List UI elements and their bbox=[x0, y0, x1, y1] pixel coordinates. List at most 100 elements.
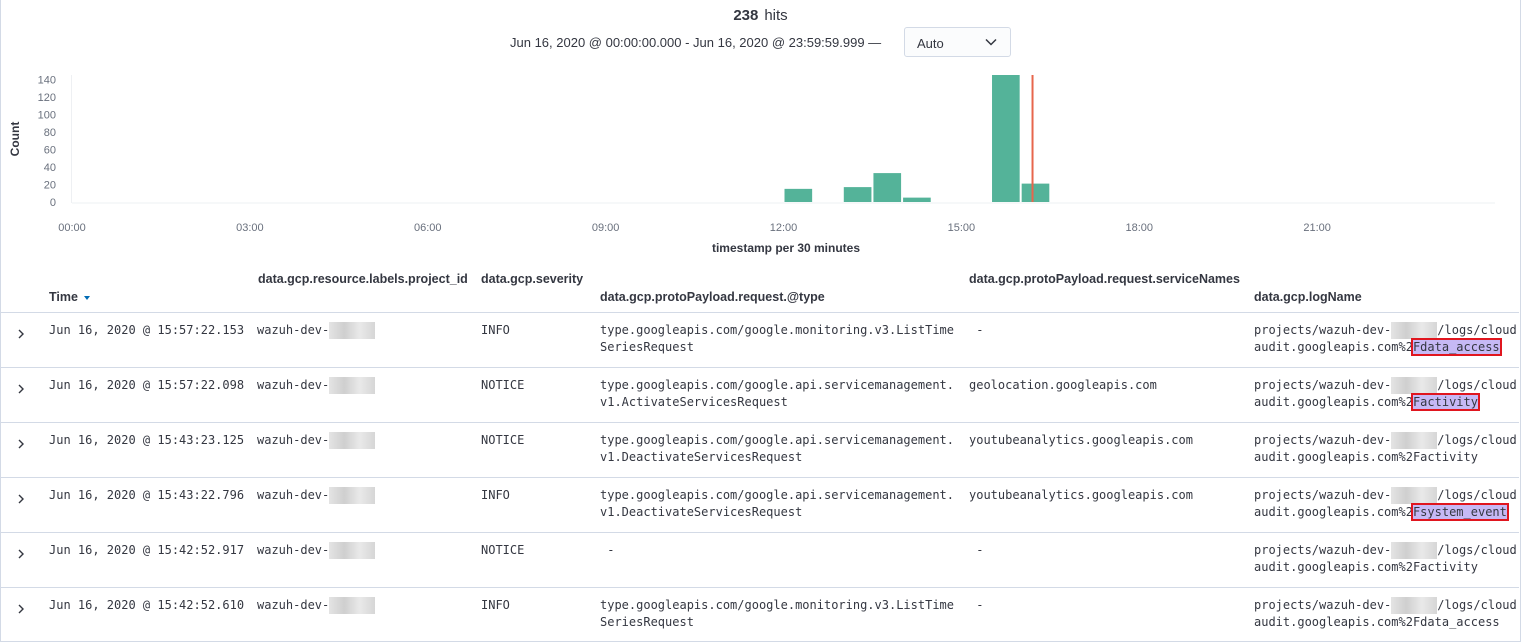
time-range-text: Jun 16, 2020 @ 00:00:00.000 - Jun 16, 20… bbox=[510, 35, 882, 50]
table-row[interactable]: Jun 16, 2020 @ 15:43:23.125 wazuh-dev- NOT… bbox=[0, 422, 1519, 478]
redacted-text bbox=[329, 322, 376, 339]
log-name-cell: projects/wazuh-dev- /logs/cloud audit.goo… bbox=[1254, 542, 1517, 576]
redacted-text bbox=[1391, 487, 1438, 504]
column-header[interactable]: data.gcp.severity bbox=[481, 272, 583, 286]
service-cell: - bbox=[969, 322, 983, 339]
type-value-line1: type.googleapis.com/google.monitoring.v3… bbox=[600, 598, 955, 612]
x-tick-label: 00:00 bbox=[58, 222, 86, 234]
column-header[interactable]: data.gcp.logName bbox=[1254, 290, 1362, 304]
table-row[interactable]: Jun 16, 2020 @ 15:42:52.610 wazuh-dev- INF… bbox=[0, 587, 1519, 643]
x-axis-label: timestamp per 30 minutes bbox=[712, 241, 860, 255]
log-name-highlight: Fdata_access bbox=[1412, 615, 1500, 629]
column-header[interactable]: data.gcp.protoPayload.request.@type bbox=[600, 290, 825, 304]
y-tick-label: 20 bbox=[44, 179, 56, 191]
type-value-line1: type.googleapis.com/google.api.servicema… bbox=[600, 378, 955, 392]
log-name-line1: projects/wazuh-dev- bbox=[1254, 598, 1392, 612]
log-name-cell: projects/wazuh-dev- /logs/cloud audit.goo… bbox=[1254, 432, 1517, 466]
log-name-line2: audit.googleapis.com%2 bbox=[1254, 505, 1413, 519]
log-name-cell: projects/wazuh-dev- /logs/cloud audit.goo… bbox=[1254, 597, 1517, 631]
expand-row-icon[interactable] bbox=[15, 382, 27, 394]
column-header[interactable]: data.gcp.protoPayload.request.serviceNam… bbox=[969, 272, 1240, 286]
type-value-line2: v1.DeactivateServicesRequest bbox=[600, 505, 803, 519]
time-cell: Jun 16, 2020 @ 15:57:22.153 bbox=[49, 322, 244, 339]
log-name-line1-suffix: /logs/cloud bbox=[1437, 543, 1517, 557]
y-tick-label: 120 bbox=[38, 92, 56, 104]
chevron-down-icon bbox=[984, 35, 998, 52]
hits-number: 238 bbox=[733, 7, 759, 24]
expand-row-icon[interactable] bbox=[15, 327, 27, 339]
type-value-line2: SeriesRequest bbox=[600, 615, 694, 629]
y-tick-label: 40 bbox=[44, 162, 56, 174]
type-value-line1: type.googleapis.com/google.api.servicema… bbox=[600, 433, 955, 447]
project-id-value: wazuh-dev- bbox=[257, 323, 330, 337]
log-name-line1: projects/wazuh-dev- bbox=[1254, 488, 1392, 502]
expand-row-icon[interactable] bbox=[15, 602, 27, 614]
type-value-line2: v1.ActivateServicesRequest bbox=[600, 395, 788, 409]
x-tick-label: 21:00 bbox=[1303, 222, 1331, 234]
x-tick-label: 03:00 bbox=[236, 222, 264, 234]
hits-count: 238 hits bbox=[0, 7, 1521, 24]
log-name-line1: projects/wazuh-dev- bbox=[1254, 323, 1392, 337]
project-cell: wazuh-dev- bbox=[257, 322, 376, 339]
log-name-line1: projects/wazuh-dev- bbox=[1254, 378, 1392, 392]
log-name-highlight: Factivity bbox=[1412, 560, 1478, 574]
expand-row-icon[interactable] bbox=[15, 437, 27, 449]
x-tick-label: 15:00 bbox=[948, 222, 976, 234]
expand-row-icon[interactable] bbox=[15, 492, 27, 504]
severity-value: INFO bbox=[481, 323, 510, 337]
redacted-text bbox=[329, 432, 376, 449]
column-header[interactable]: Time bbox=[49, 290, 92, 304]
x-tick-label: 18:00 bbox=[1125, 222, 1153, 234]
column-header-label: data.gcp.resource.labels.project_id bbox=[258, 272, 468, 286]
histogram-bar bbox=[1021, 183, 1050, 202]
project-id-value: wazuh-dev- bbox=[257, 543, 330, 557]
project-cell: wazuh-dev- bbox=[257, 597, 376, 614]
log-name-line2: audit.googleapis.com%2 bbox=[1254, 560, 1413, 574]
time-cell: Jun 16, 2020 @ 15:43:23.125 bbox=[49, 432, 244, 449]
type-cell: type.googleapis.com/google.api.servicema… bbox=[600, 487, 954, 521]
time-value: Jun 16, 2020 @ 15:42:52.610 bbox=[49, 598, 245, 612]
type-value-line1: - bbox=[600, 543, 615, 557]
type-cell: type.googleapis.com/google.monitoring.v3… bbox=[600, 597, 954, 631]
redacted-text bbox=[1391, 597, 1438, 614]
service-cell: youtubeanalytics.googleapis.com bbox=[969, 487, 1193, 504]
sort-descending-icon[interactable] bbox=[78, 290, 92, 304]
log-name-line1-suffix: /logs/cloud bbox=[1437, 598, 1517, 612]
log-name-cell: projects/wazuh-dev- /logs/cloud audit.goo… bbox=[1254, 322, 1517, 356]
table-row[interactable]: Jun 16, 2020 @ 15:43:22.796 wazuh-dev- INF… bbox=[0, 477, 1519, 533]
log-name-line2: audit.googleapis.com%2 bbox=[1254, 340, 1413, 354]
expand-row-icon[interactable] bbox=[15, 547, 27, 559]
project-cell: wazuh-dev- bbox=[257, 432, 376, 449]
log-name-line2: audit.googleapis.com%2 bbox=[1254, 615, 1413, 629]
table-row[interactable]: Jun 16, 2020 @ 15:42:52.917 wazuh-dev- NOT… bbox=[0, 532, 1519, 588]
log-name-line1-suffix: /logs/cloud bbox=[1437, 433, 1517, 447]
service-cell: youtubeanalytics.googleapis.com bbox=[969, 432, 1193, 449]
log-name-line1-suffix: /logs/cloud bbox=[1437, 378, 1517, 392]
log-name-line1: projects/wazuh-dev- bbox=[1254, 433, 1392, 447]
severity-value: NOTICE bbox=[481, 378, 525, 392]
log-name-cell: projects/wazuh-dev- /logs/cloud audit.goo… bbox=[1254, 487, 1517, 521]
service-cell: - bbox=[969, 597, 983, 614]
histogram-bar bbox=[843, 187, 872, 202]
column-header[interactable]: data.gcp.resource.labels.project_id bbox=[258, 272, 468, 286]
y-tick-label: 80 bbox=[44, 127, 56, 139]
time-cell: Jun 16, 2020 @ 15:42:52.610 bbox=[49, 597, 244, 614]
redacted-text bbox=[1391, 432, 1438, 449]
table-row[interactable]: Jun 16, 2020 @ 15:57:22.153 wazuh-dev- INF… bbox=[0, 312, 1519, 368]
histogram-bar bbox=[903, 197, 931, 202]
project-id-value: wazuh-dev- bbox=[257, 378, 330, 392]
time-value: Jun 16, 2020 @ 15:57:22.098 bbox=[49, 378, 245, 392]
table-row[interactable]: Jun 16, 2020 @ 15:57:22.098 wazuh-dev- NOT… bbox=[0, 367, 1519, 423]
log-name-line2: audit.googleapis.com%2 bbox=[1254, 395, 1413, 409]
interval-select[interactable]: Auto bbox=[904, 27, 1011, 57]
redacted-text bbox=[329, 377, 376, 394]
type-cell: - bbox=[600, 542, 614, 559]
x-tick-label: 12:00 bbox=[770, 222, 798, 234]
redacted-text bbox=[1391, 377, 1438, 394]
log-name-line2: audit.googleapis.com%2 bbox=[1254, 450, 1413, 464]
type-value-line2: v1.DeactivateServicesRequest bbox=[600, 450, 803, 464]
x-tick-label: 09:00 bbox=[592, 222, 620, 234]
service-value: - bbox=[969, 543, 984, 557]
severity-cell: NOTICE bbox=[481, 377, 524, 394]
redacted-text bbox=[1391, 542, 1438, 559]
